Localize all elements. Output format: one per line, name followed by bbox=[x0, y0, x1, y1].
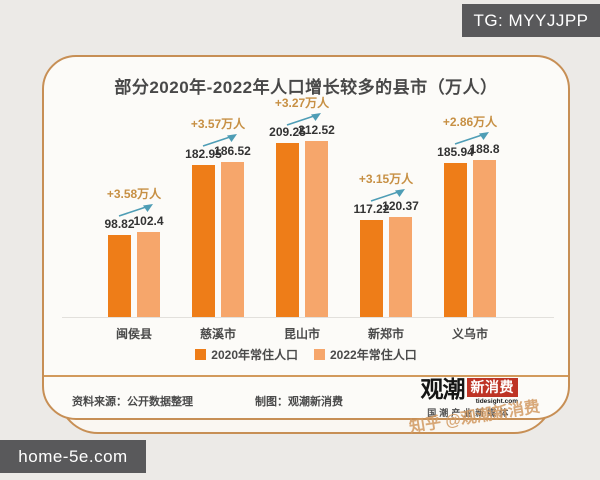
bar-group: 185.94 188.8 +2.86万人 bbox=[428, 81, 512, 317]
bar-2020 bbox=[276, 143, 299, 317]
chart-legend: 2020年常住人口 2022年常住人口 bbox=[44, 346, 568, 363]
logo-domain-text: tidesight.com bbox=[475, 398, 518, 406]
footer-row: 资料来源：公开数据整理 制图：观潮新消费 bbox=[72, 393, 343, 409]
legend-swatch-icon bbox=[314, 349, 325, 360]
logo-tagline-text: 国潮产业新媒体 bbox=[427, 408, 512, 419]
value-label-2020: 185.94 bbox=[437, 144, 474, 159]
growth-annotation: +3.15万人 bbox=[358, 172, 414, 187]
value-label-2022: 120.37 bbox=[382, 199, 419, 214]
chart-card: 部分2020年-2022年人口增长较多的县市（万人） 98.82 102.4 +3.… bbox=[42, 55, 570, 420]
x-axis-line bbox=[62, 317, 554, 318]
credit-label: 制图：观潮新消费 bbox=[255, 396, 343, 408]
logo-brand-text: 观潮 bbox=[420, 376, 466, 402]
bar-2022 bbox=[389, 217, 412, 317]
website-badge: home-5e.com bbox=[0, 440, 146, 473]
bar-2020 bbox=[192, 165, 215, 317]
value-label-2022: 188.8 bbox=[469, 142, 500, 157]
source-label: 资料来源：公开数据整理 bbox=[72, 396, 193, 408]
bar-2020 bbox=[444, 162, 467, 317]
bar-2022 bbox=[221, 162, 244, 317]
chart-title: 部分2020年-2022年人口增长较多的县市（万人） bbox=[114, 78, 498, 97]
value-label-2020: 117.22 bbox=[353, 201, 390, 216]
bar-group: 209.25 212.52 +3.27万人 bbox=[260, 81, 344, 317]
value-label-2022: 212.52 bbox=[298, 122, 335, 137]
value-label-2020: 209.25 bbox=[269, 125, 306, 140]
growth-annotation: +2.86万人 bbox=[442, 115, 498, 130]
bar-group: 98.82 102.4 +3.58万人 bbox=[92, 81, 176, 317]
logo-badge-text: 新消费 bbox=[466, 378, 518, 398]
category-label: 新郑市 bbox=[367, 327, 404, 341]
bar-group: 182.95 186.52 +3.57万人 bbox=[176, 81, 260, 317]
growth-arrow-icon bbox=[201, 132, 239, 148]
legend-item: 2022年常住人口 bbox=[314, 346, 417, 363]
bar-2022 bbox=[137, 232, 160, 317]
bar-group: 117.22 120.37 +3.15万人 bbox=[344, 81, 428, 317]
bar-2020 bbox=[108, 234, 131, 317]
category-label: 慈溪市 bbox=[199, 327, 236, 341]
growth-annotation: +3.57万人 bbox=[190, 117, 246, 132]
growth-annotation: +3.27万人 bbox=[274, 95, 330, 110]
bar-2022 bbox=[473, 160, 496, 317]
category-label: 义乌市 bbox=[451, 327, 488, 341]
value-label-2020: 98.82 bbox=[104, 216, 135, 231]
telegram-badge: TG: MYYJJPP bbox=[462, 4, 600, 37]
footer-divider bbox=[44, 375, 568, 377]
legend-item: 2020年常住人口 bbox=[195, 346, 298, 363]
category-label: 闽侯县 bbox=[115, 327, 152, 341]
bar-2020 bbox=[360, 219, 383, 317]
bar-2022 bbox=[305, 140, 328, 317]
growth-arrow-icon bbox=[369, 187, 407, 203]
category-label: 昆山市 bbox=[283, 327, 320, 341]
category-axis: 闽侯县 慈溪市 昆山市 新郑市 义乌市 bbox=[92, 325, 512, 342]
legend-swatch-icon bbox=[195, 349, 207, 360]
growth-arrow-icon bbox=[453, 130, 491, 146]
value-label-2022: 102.4 bbox=[133, 214, 164, 229]
value-label-2020: 182.95 bbox=[185, 147, 222, 162]
tidesight-logo: 观潮 新消费 tidesight.com 国潮产业新媒体 bbox=[420, 376, 518, 419]
growth-annotation: +3.58万人 bbox=[106, 187, 162, 202]
value-label-2022: 186.52 bbox=[214, 144, 251, 159]
growth-arrow-icon bbox=[117, 202, 155, 218]
growth-arrow-icon bbox=[285, 111, 323, 127]
plot-area: 98.82 102.4 +3.58万人 182.95 186.52 +3.57万人 20… bbox=[92, 81, 512, 317]
